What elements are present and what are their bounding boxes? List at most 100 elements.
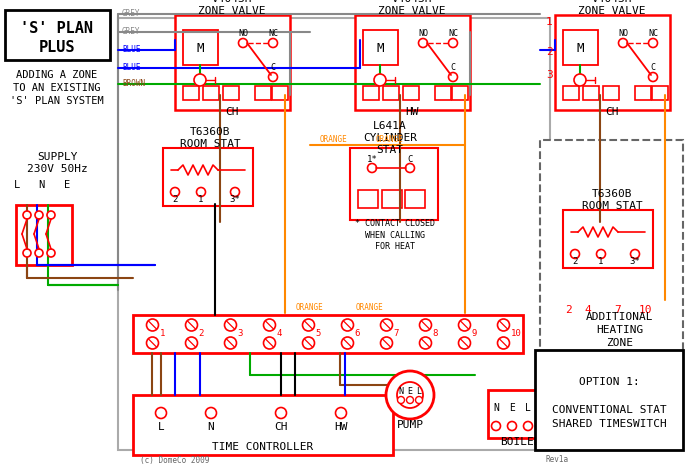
- FancyBboxPatch shape: [255, 86, 271, 100]
- Text: C: C: [651, 63, 656, 72]
- Text: C: C: [270, 63, 275, 72]
- Text: 2: 2: [172, 196, 178, 205]
- Circle shape: [524, 422, 533, 431]
- Circle shape: [224, 319, 237, 331]
- Text: L   N   E: L N E: [14, 180, 70, 190]
- Circle shape: [497, 319, 509, 331]
- Circle shape: [170, 188, 179, 197]
- FancyBboxPatch shape: [355, 15, 470, 110]
- FancyBboxPatch shape: [183, 86, 199, 100]
- Circle shape: [194, 74, 206, 86]
- FancyBboxPatch shape: [272, 86, 288, 100]
- Text: V4043H
ZONE VALVE: V4043H ZONE VALVE: [198, 0, 266, 16]
- Text: ORANGE: ORANGE: [319, 136, 347, 145]
- Circle shape: [268, 38, 277, 47]
- Text: 10: 10: [638, 305, 652, 315]
- Text: 3*: 3*: [629, 257, 640, 266]
- Circle shape: [186, 337, 197, 349]
- Circle shape: [420, 319, 431, 331]
- Text: M: M: [576, 42, 584, 54]
- Text: 3: 3: [546, 70, 553, 80]
- Text: OPTION 1:

CONVENTIONAL STAT
SHARED TIMESWITCH: OPTION 1: CONVENTIONAL STAT SHARED TIMES…: [551, 377, 667, 429]
- Circle shape: [47, 249, 55, 257]
- Text: L: L: [157, 422, 164, 432]
- Text: CH: CH: [605, 107, 619, 117]
- Text: 1: 1: [598, 257, 604, 266]
- Circle shape: [491, 422, 500, 431]
- Text: ADDING A ZONE
TO AN EXISTING
'S' PLAN SYSTEM: ADDING A ZONE TO AN EXISTING 'S' PLAN SY…: [10, 70, 104, 106]
- Circle shape: [649, 73, 658, 81]
- Text: Rev1a: Rev1a: [545, 455, 568, 465]
- FancyBboxPatch shape: [555, 15, 670, 110]
- Circle shape: [275, 408, 286, 418]
- Text: GREY: GREY: [122, 9, 141, 19]
- Text: CH: CH: [225, 107, 239, 117]
- FancyBboxPatch shape: [603, 86, 619, 100]
- Circle shape: [342, 337, 353, 349]
- FancyBboxPatch shape: [350, 148, 438, 220]
- Circle shape: [268, 73, 277, 81]
- Text: V4043H
ZONE VALVE: V4043H ZONE VALVE: [578, 0, 646, 16]
- Text: NO: NO: [418, 29, 428, 37]
- FancyBboxPatch shape: [563, 86, 579, 100]
- Text: 8: 8: [433, 329, 438, 338]
- Text: 1: 1: [546, 17, 553, 27]
- Circle shape: [264, 337, 275, 349]
- Text: ORANGE: ORANGE: [356, 304, 384, 313]
- FancyBboxPatch shape: [535, 350, 683, 450]
- Text: 3*: 3*: [230, 196, 240, 205]
- Circle shape: [302, 337, 315, 349]
- FancyBboxPatch shape: [488, 390, 553, 438]
- Circle shape: [397, 396, 404, 403]
- Circle shape: [386, 371, 434, 419]
- Text: 10: 10: [511, 329, 521, 338]
- Circle shape: [458, 337, 471, 349]
- Circle shape: [197, 188, 206, 197]
- Circle shape: [458, 319, 471, 331]
- Text: CH: CH: [274, 422, 288, 432]
- Text: 2: 2: [572, 257, 578, 266]
- Circle shape: [146, 337, 159, 349]
- FancyBboxPatch shape: [540, 140, 683, 450]
- Text: 7: 7: [393, 329, 399, 338]
- Text: NC: NC: [268, 29, 278, 37]
- Circle shape: [155, 408, 166, 418]
- Circle shape: [35, 211, 43, 219]
- FancyBboxPatch shape: [175, 15, 290, 110]
- Text: M: M: [376, 42, 384, 54]
- FancyBboxPatch shape: [382, 190, 402, 208]
- Text: ORANGE: ORANGE: [296, 304, 324, 313]
- Text: ORANGE: ORANGE: [376, 136, 404, 145]
- Circle shape: [368, 163, 377, 173]
- Text: N: N: [399, 387, 404, 395]
- FancyBboxPatch shape: [358, 190, 378, 208]
- Text: NC: NC: [648, 29, 658, 37]
- Circle shape: [406, 396, 413, 403]
- Text: PUMP: PUMP: [397, 420, 424, 430]
- Circle shape: [497, 337, 509, 349]
- Text: BROWN: BROWN: [122, 80, 145, 88]
- Circle shape: [415, 396, 422, 403]
- FancyBboxPatch shape: [403, 86, 419, 100]
- Text: BOILER: BOILER: [500, 437, 540, 447]
- FancyBboxPatch shape: [203, 86, 219, 100]
- Text: * CONTACT CLOSED
WHEN CALLING
FOR HEAT: * CONTACT CLOSED WHEN CALLING FOR HEAT: [355, 219, 435, 250]
- FancyBboxPatch shape: [5, 10, 110, 60]
- Circle shape: [380, 319, 393, 331]
- Text: 5: 5: [315, 329, 321, 338]
- Circle shape: [23, 211, 31, 219]
- Circle shape: [23, 249, 31, 257]
- Circle shape: [631, 249, 640, 258]
- FancyBboxPatch shape: [223, 86, 239, 100]
- Circle shape: [380, 337, 393, 349]
- Text: ADDITIONAL
HEATING
ZONE: ADDITIONAL HEATING ZONE: [586, 312, 653, 348]
- Text: (c) DomeCo 2009: (c) DomeCo 2009: [140, 455, 209, 465]
- Text: GREY: GREY: [122, 28, 141, 37]
- Text: 2: 2: [564, 305, 571, 315]
- Text: HW: HW: [405, 107, 419, 117]
- Circle shape: [596, 249, 606, 258]
- Text: 7: 7: [615, 305, 622, 315]
- Circle shape: [186, 319, 197, 331]
- Circle shape: [406, 163, 415, 173]
- FancyBboxPatch shape: [563, 30, 598, 65]
